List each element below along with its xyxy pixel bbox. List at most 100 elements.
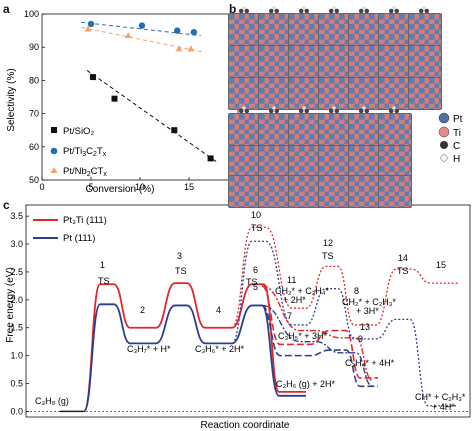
label-num-7: 7 bbox=[287, 311, 292, 321]
label-ch-c2h3: CH* + C₂H₃* bbox=[415, 392, 466, 402]
panel-c-xlabel: Reaction coordinate bbox=[201, 420, 290, 431]
structure-slab bbox=[318, 45, 352, 78]
c-atom-icon bbox=[440, 141, 448, 149]
label-c3h8-gas: C₃H₈ (g) bbox=[35, 396, 69, 406]
label-c3h7-h: C₃H₇* + H* bbox=[127, 344, 171, 354]
structure-slab bbox=[408, 45, 442, 78]
structure-slab bbox=[288, 113, 322, 146]
structure-slab bbox=[348, 113, 382, 146]
label-ts-1: TS bbox=[98, 276, 110, 286]
ti-atom-icon bbox=[438, 126, 450, 138]
structure-slab bbox=[228, 175, 262, 208]
label-ts-10: TS bbox=[251, 223, 263, 233]
data-point-square bbox=[111, 95, 118, 102]
structure-slab bbox=[288, 13, 322, 46]
structure-slab bbox=[348, 45, 382, 78]
adsorbate-molecule bbox=[327, 6, 341, 16]
structure-slab bbox=[378, 175, 412, 208]
panel-c-annotations: C₃H₈ (g) 1 TS 2 C₃H₇* + H* 3 TS 4 C₃H₆* … bbox=[35, 210, 466, 412]
label-ch-c2h3-4h: + 4H* bbox=[432, 402, 455, 412]
label-num-1: 1 bbox=[100, 260, 105, 270]
structure-slab bbox=[258, 113, 292, 146]
structure-slab bbox=[288, 175, 322, 208]
structure-slab bbox=[258, 13, 292, 46]
pt111-dashdot-path bbox=[261, 304, 373, 387]
legend-pt-ti3c2tx: Pt/Ti3C2Tx bbox=[63, 146, 107, 158]
panel-a-legend: Pt/SiO₂ Pt/Ti3C2Tx Pt/Nb2CTx bbox=[50, 126, 107, 178]
legend-circle-marker bbox=[50, 147, 58, 155]
legend-b-ti: Ti bbox=[453, 128, 461, 139]
adsorbate-molecule bbox=[237, 106, 251, 116]
structure-slab bbox=[228, 145, 262, 178]
adsorbate-molecule bbox=[357, 106, 371, 116]
legend-b-h: H bbox=[453, 154, 460, 165]
adsorbate-molecule bbox=[387, 106, 401, 116]
label-num-15: 15 bbox=[436, 260, 446, 270]
label-num-12: 12 bbox=[323, 238, 333, 248]
legend-pt111: Pt (111) bbox=[63, 233, 95, 244]
legend-b-c: C bbox=[453, 141, 460, 152]
legend-pt-nb2ctx: Pt/Nb2CTx bbox=[63, 166, 107, 178]
energy-tick-label: 2.5 bbox=[10, 267, 23, 277]
data-point-circle bbox=[190, 29, 198, 36]
adsorbate-molecule bbox=[387, 6, 401, 16]
panel-b-letter: b bbox=[229, 2, 237, 16]
data-point-triangle bbox=[187, 45, 195, 52]
structure-slab bbox=[228, 113, 262, 146]
fit-line-series-1 bbox=[81, 21, 201, 37]
label-ts-12: TS bbox=[322, 251, 334, 261]
y-tick-label: 60 bbox=[29, 142, 39, 152]
energy-tick-label: 0.5 bbox=[10, 379, 23, 389]
adsorbate-molecule bbox=[297, 106, 311, 116]
energy-tick-label: 3.5 bbox=[10, 211, 23, 221]
pt3ti-main-path bbox=[83, 282, 306, 413]
y-tick-label: 90 bbox=[29, 42, 39, 52]
adsorbate-molecule bbox=[297, 6, 311, 16]
adsorbate-molecule bbox=[327, 106, 341, 116]
label-num-9: 9 bbox=[358, 334, 363, 344]
y-tick-label: 70 bbox=[29, 109, 39, 119]
pt3ti-dotted-path bbox=[231, 226, 458, 329]
x-tick-label: 0 bbox=[39, 182, 44, 192]
label-c3h6-2h: C₃H₆* + 2H* bbox=[195, 344, 245, 354]
x-tick-label: 15 bbox=[184, 182, 194, 192]
pt-atom-icon bbox=[438, 112, 450, 124]
structure-slab bbox=[318, 13, 352, 46]
adsorbate-molecule bbox=[357, 6, 371, 16]
structure-slab bbox=[378, 145, 412, 178]
structure-slab bbox=[348, 13, 382, 46]
h-atom-icon bbox=[440, 154, 448, 162]
adsorbate-molecule bbox=[417, 6, 431, 16]
structure-slab bbox=[318, 145, 352, 178]
data-point-square bbox=[89, 74, 96, 81]
data-point-square bbox=[171, 127, 178, 134]
label-num-11: 11 bbox=[287, 275, 296, 285]
energy-tick-label: 2.0 bbox=[10, 295, 23, 305]
label-c3h6-gas: C₃H₆ (g) + 2H* bbox=[276, 379, 336, 389]
legend-pt-sio2: Pt/SiO₂ bbox=[63, 126, 94, 137]
structure-slab bbox=[348, 175, 382, 208]
adsorbate-molecule bbox=[267, 106, 281, 116]
structure-slab bbox=[348, 145, 382, 178]
structure-slab bbox=[378, 113, 412, 146]
data-point-circle bbox=[174, 27, 181, 34]
y-tick-label: 50 bbox=[29, 175, 39, 185]
structure-slab bbox=[228, 13, 262, 46]
label-num-14: 14 bbox=[398, 253, 408, 263]
label-num-8: 8 bbox=[354, 286, 359, 296]
label-num-4: 4 bbox=[216, 305, 221, 315]
structure-slab bbox=[258, 77, 292, 110]
label-ch2-c2h4-2h: + 2H* bbox=[283, 295, 306, 305]
structure-slab bbox=[288, 45, 322, 78]
y-tick-label: 100 bbox=[24, 9, 39, 19]
data-point-triangle bbox=[124, 32, 132, 39]
panel-a-xlabel: Conversion (%) bbox=[86, 184, 155, 195]
panel-c-legend: Pt₃Ti (111) Pt (111) bbox=[33, 215, 107, 244]
energy-tick-label: 3.0 bbox=[10, 239, 23, 249]
pt3ti-dashed-path bbox=[261, 285, 378, 379]
panel-a-ylabel: Selectivity (%) bbox=[6, 68, 17, 131]
data-point-triangle bbox=[84, 25, 92, 32]
label-ch2-c2h3-3h: + 3H* bbox=[356, 306, 379, 316]
legend-square-marker bbox=[51, 127, 57, 133]
label-num-5: 5 bbox=[253, 282, 258, 292]
